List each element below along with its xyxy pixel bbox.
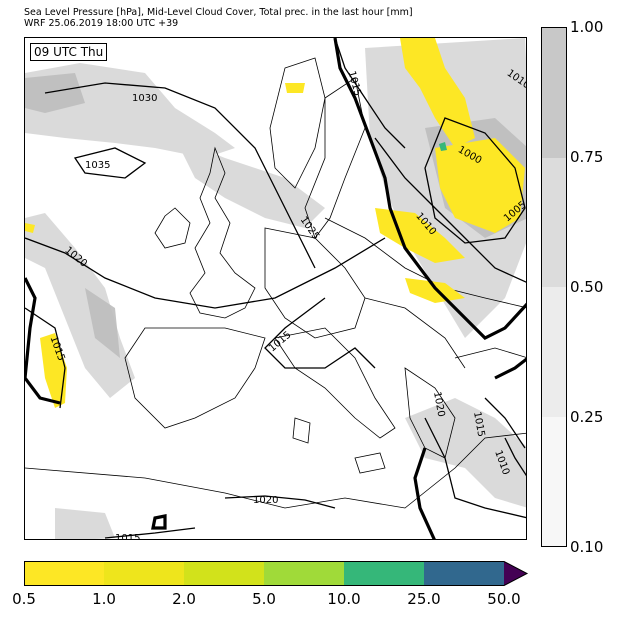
- chart-title-line1: Sea Level Pressure [hPa], Mid-Level Clou…: [24, 7, 413, 18]
- cloud-tick-0-10: 0.10: [570, 538, 604, 556]
- isobar-label-1020-balkan: 1020: [431, 391, 446, 418]
- precip-tick-25-0: 25.0: [407, 590, 441, 608]
- precip-segment-10-0: [344, 561, 424, 586]
- precip-segment-2-0: [184, 561, 264, 586]
- precip-tick-10-0: 10.0: [327, 590, 361, 608]
- precip-tick-5-0: 5.0: [252, 590, 276, 608]
- map-canvas: 1030 1035 1015 1010 1000 1010 1005 1025 …: [25, 38, 526, 540]
- precip-segment-5-0: [264, 561, 344, 586]
- isobar-label-1020-south: 1020: [253, 495, 278, 506]
- cloud-colorbar-segment-lower: [542, 287, 566, 417]
- precip-tick-1-0: 1.0: [92, 590, 116, 608]
- precipitation-heavy: [439, 142, 447, 151]
- isobars-1015-bold: [25, 38, 526, 539]
- isobar-label-1015-se: 1015: [471, 411, 486, 438]
- precip-segment-25-0: [424, 561, 504, 586]
- cloud-colorbar-segment-upper: [542, 157, 566, 287]
- isobars: [25, 38, 526, 539]
- chart-title-line2: WRF 25.06.2019 18:00 UTC +39: [24, 18, 179, 29]
- isobar-label-1035: 1035: [85, 160, 110, 171]
- precip-tick-50-0: 50.0: [487, 590, 521, 608]
- cloud-tick-0-50: 0.50: [570, 278, 604, 296]
- precip-colorbar-outline: [24, 561, 529, 586]
- isobar-label-1030: 1030: [132, 93, 157, 104]
- weather-map: 1030 1035 1015 1010 1000 1010 1005 1025 …: [24, 37, 527, 540]
- precip-segment-0-5: [24, 561, 104, 586]
- precip-tick-2-0: 2.0: [172, 590, 196, 608]
- cloud-tick-0-25: 0.25: [570, 408, 604, 426]
- cloud-colorbar-segment-bottom: [542, 416, 566, 546]
- isobar-label-1025: 1025: [298, 215, 322, 242]
- cloud-colorbar-segment-top: [542, 28, 566, 158]
- precip-colorbar: [24, 561, 529, 586]
- cloud-cover-colorbar: [541, 27, 567, 547]
- precip-tick-0-5: 0.5: [12, 590, 36, 608]
- precip-segment-extend-arrow: [504, 561, 527, 586]
- cloud-tick-1-00: 1.00: [570, 18, 604, 36]
- forecast-time-label: 09 UTC Thu: [30, 43, 108, 61]
- precipitation-layer: [25, 38, 525, 408]
- cloud-tick-0-75: 0.75: [570, 148, 604, 166]
- isobar-label-1015-south: 1015: [115, 533, 140, 540]
- precip-segment-1-0: [104, 561, 184, 586]
